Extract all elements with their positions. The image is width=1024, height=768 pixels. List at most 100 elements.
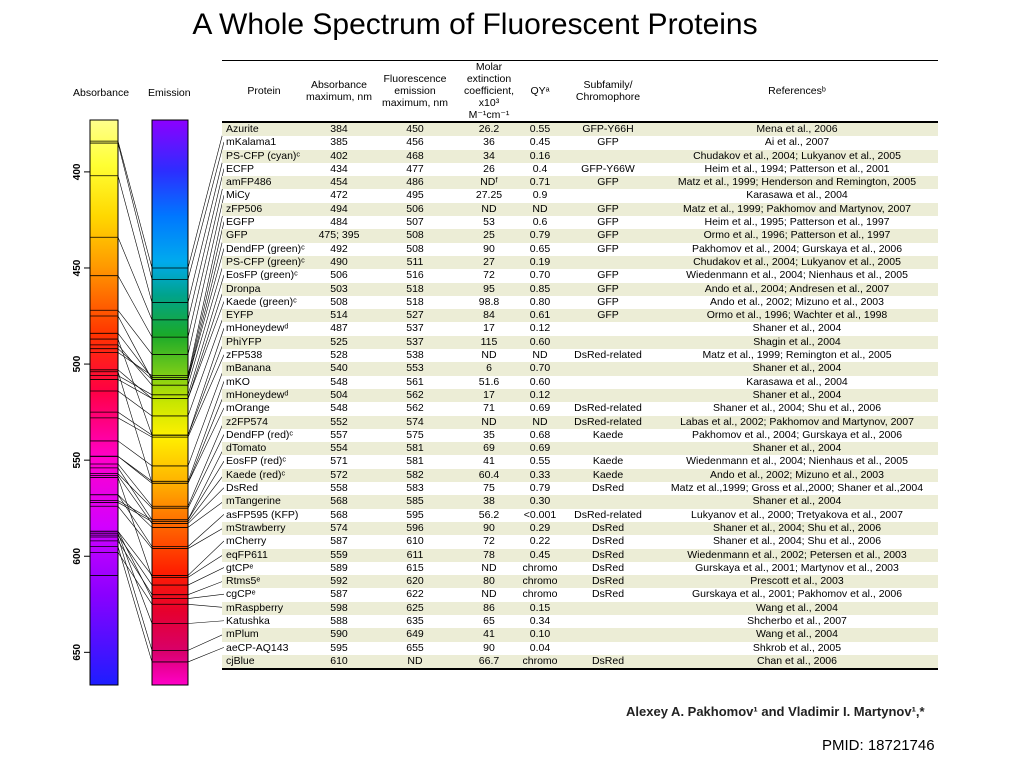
table-cell: GFP-Y66H <box>560 122 656 137</box>
table-cell: 56.2 <box>478 508 500 521</box>
table-cell: Shcherbo et al., 2007 <box>747 614 847 627</box>
table-cell: 582 <box>372 468 458 483</box>
table-cell: DsRed-related <box>574 508 642 521</box>
table-cell: GFP <box>560 202 656 217</box>
table-cell: 589 <box>330 561 348 574</box>
table-cell: Shaner et al., 2004 <box>656 442 938 456</box>
table-cell: DsRed <box>560 575 656 589</box>
table-row: z2FP574 552 574 ND ND DsRed-related Labas et a… <box>222 415 938 429</box>
table-cell: 622 <box>406 588 424 601</box>
table-cell: 625 <box>372 601 458 615</box>
table-cell: 0.71 <box>520 176 560 190</box>
row-connector <box>187 221 224 378</box>
table-cell: GFP <box>222 229 306 243</box>
table-cell: GFP <box>597 216 619 229</box>
table-body: Azurite 384 450 26.2 0.55 GFP-Y66H Mena et al.… <box>222 122 938 671</box>
table-cell: 0.34 <box>529 614 551 627</box>
table-cell: ECFP <box>226 162 255 175</box>
table-cell: 590 <box>306 628 372 642</box>
table-cell: Matz et al., 1999; Henderson and Remingt… <box>656 176 938 190</box>
table-cell: DsRed <box>591 561 625 574</box>
table-cell: cjBlue <box>222 654 306 671</box>
table-row: mKalama1 385 456 36 0.45 GFP Ai et al., 2007 <box>222 136 938 149</box>
table-row: eqFP611 559 611 78 0.45 DsRed Wiedenmann et al… <box>222 548 938 562</box>
table-cell: 0.22 <box>529 535 551 548</box>
table-cell: ND <box>532 349 548 362</box>
table-cell: ND <box>520 415 560 429</box>
row-connector <box>187 301 224 399</box>
table-cell: PS-CFP (cyan)ᶜ <box>222 149 306 163</box>
table-cell: GFP <box>560 176 656 190</box>
table-row: EYFP 514 527 84 0.61 GFP Ormo et al., 1996; Wa… <box>222 309 938 323</box>
table-cell: 568 <box>306 495 372 509</box>
row-connector <box>187 500 224 528</box>
connector-lines <box>90 128 224 663</box>
table-cell: mHoneydewᵈ <box>222 388 306 403</box>
row-connector <box>187 553 224 578</box>
table-cell: Ai et al., 2007 <box>764 136 830 149</box>
table-cell: DsRed <box>560 521 656 536</box>
table-cell: 503 <box>306 282 372 296</box>
table-cell: ND <box>458 202 520 217</box>
abs-em-connector <box>117 237 153 320</box>
row-connector <box>187 354 224 438</box>
table-cell <box>560 255 656 270</box>
table-cell: 468 <box>372 149 458 163</box>
abs-em-connector <box>117 536 153 651</box>
table-row: mOrange 548 562 71 0.69 DsRed-related Shaner e… <box>222 402 938 415</box>
table-cell: Pakhomov et al., 2004; Gurskaya et al., … <box>691 428 903 441</box>
table-cell: Katushka <box>226 614 270 627</box>
table-cell <box>560 388 656 403</box>
table-cell: 90 <box>483 641 495 654</box>
table-cell: MiCy <box>226 189 250 202</box>
table-cell: 592 <box>306 575 372 589</box>
table-cell: 504 <box>306 388 372 403</box>
abs-em-connector <box>117 344 153 386</box>
table-cell: 0.4 <box>532 162 548 175</box>
col-header-emission: Fluorescence emission maximum, nm <box>372 60 458 123</box>
table-cell: 0.79 <box>520 229 560 243</box>
abs-em-connector <box>117 315 153 380</box>
abs-em-connector <box>117 333 153 378</box>
table-cell: 635 <box>406 614 424 627</box>
row-connector <box>187 620 224 624</box>
row-connector <box>187 460 224 520</box>
table-cell: 27.25 <box>475 189 503 202</box>
table-cell: amFP486 <box>222 176 306 190</box>
table-cell: 90 <box>458 521 520 536</box>
table-cell: 514 <box>306 309 372 323</box>
row-connector <box>187 447 224 520</box>
table-cell: 557 <box>330 428 348 441</box>
table-cell: 0.19 <box>520 255 560 270</box>
table-cell: 84 <box>458 309 520 323</box>
abs-em-connector <box>117 546 153 663</box>
table-cell: 0.45 <box>529 136 551 149</box>
emission-bar <box>151 119 189 686</box>
table-cell <box>560 322 656 335</box>
table-cell: 25 <box>458 229 520 243</box>
table-cell: DsRed-related <box>560 415 656 429</box>
abs-em-connector <box>117 390 153 417</box>
table-cell: Shaner et al., 2004 <box>656 388 938 403</box>
table-cell: Shaner et al., 2004 <box>752 322 842 335</box>
table-cell: Dronpa <box>222 282 306 296</box>
table-cell: Heim et al., 1995; Patterson et al., 199… <box>704 216 890 229</box>
table-cell: 26 <box>483 162 495 175</box>
table-cell: 36 <box>483 136 495 149</box>
table-cell: 495 <box>406 189 424 202</box>
table-row: Dronpa 503 518 95 0.85 GFP Ando et al., 2004; … <box>222 282 938 296</box>
table-cell: chromo <box>522 561 558 574</box>
axis-tick-label: 600 <box>72 547 83 564</box>
table-cell: Heim et al., 1994; Patterson et al., 200… <box>704 162 890 175</box>
table-cell: 572 <box>306 468 372 483</box>
table-cell: Gurskaya et al., 2001; Pakhomov et al., … <box>691 588 903 601</box>
table-cell: DendFP (red)ᶜ <box>226 428 294 441</box>
row-connector <box>187 647 224 663</box>
table-cell: zFP538 <box>226 349 263 362</box>
row-connector <box>187 181 224 338</box>
table-cell: Azurite <box>222 122 306 137</box>
abs-em-connector <box>117 379 153 399</box>
table-cell: 6 <box>458 362 520 376</box>
table-cell: 0.68 <box>529 428 551 441</box>
table-cell: dTomato <box>222 442 306 456</box>
